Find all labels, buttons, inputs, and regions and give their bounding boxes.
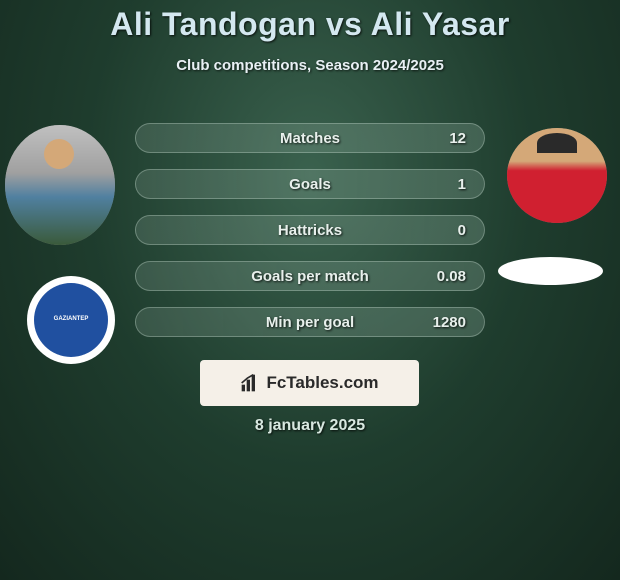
stat-label: Hattricks [278,222,342,239]
club-badge-left-inner: GAZIANTEP [34,283,108,357]
club-badge-left: GAZIANTEP [27,276,115,364]
club-badge-left-text: GAZIANTEP [54,316,89,323]
stat-row: Goals per match 0.08 [135,261,485,291]
stats-list: Matches 12 Goals 1 Hattricks 0 Goals per… [135,123,485,353]
page-subtitle: Club competitions, Season 2024/2025 [0,57,620,74]
brand-text: FcTables.com [266,373,378,393]
stat-row: Hattricks 0 [135,215,485,245]
stat-label: Matches [280,130,340,147]
stat-right-value: 12 [426,130,466,147]
stat-right-value: 1280 [426,314,466,331]
brand-box: FcTables.com [200,360,419,406]
bar-chart-icon [240,374,260,392]
stat-label: Goals [289,176,331,193]
content-root: Ali Tandogan vs Ali Yasar Club competiti… [0,0,620,580]
stat-row: Matches 12 [135,123,485,153]
stat-row: Min per goal 1280 [135,307,485,337]
club-badge-right [498,257,603,285]
stat-right-value: 1 [426,176,466,193]
stat-right-value: 0.08 [426,268,466,285]
date-text: 8 january 2025 [0,417,620,435]
player-right-photo [507,128,607,223]
stat-label: Goals per match [251,268,369,285]
stat-right-value: 0 [426,222,466,239]
player-left-photo [5,125,115,245]
stat-row: Goals 1 [135,169,485,199]
player-left-photo-img [5,125,115,245]
stat-label: Min per goal [266,314,354,331]
player-right-photo-img [507,128,607,223]
page-title: Ali Tandogan vs Ali Yasar [0,0,620,43]
